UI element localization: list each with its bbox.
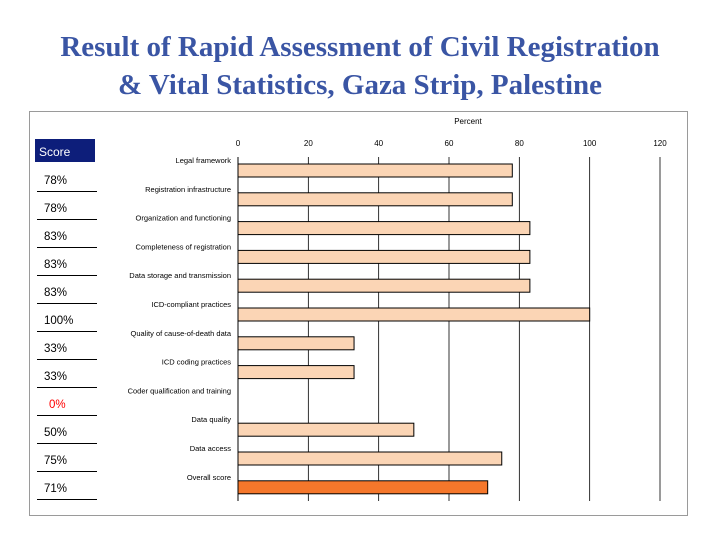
score-value-2: 78%: [37, 198, 97, 220]
score-value-10: 50%: [37, 422, 97, 444]
category-label-12: Overall score: [187, 473, 231, 482]
category-label-11: Data access: [190, 444, 232, 453]
x-tick-label-40: 40: [374, 139, 383, 148]
score-value-8: 33%: [37, 366, 97, 388]
category-label-9: Coder qualification and training: [128, 386, 231, 395]
score-value-1: 78%: [37, 170, 97, 192]
category-label-2: Registration infrastructure: [145, 185, 231, 194]
bar-8: [237, 365, 355, 380]
bar-12: [237, 480, 489, 495]
bar-4: [237, 249, 531, 264]
x-tick-label-80: 80: [515, 139, 524, 148]
bar-10: [237, 422, 415, 437]
category-label-3: Organization and functioning: [136, 214, 231, 223]
score-value-9: 0%: [37, 394, 97, 416]
category-label-7: Quality of cause-of-death data: [131, 329, 232, 338]
x-tick-label-0: 0: [236, 139, 241, 148]
bar-3: [237, 221, 531, 236]
bar-1: [237, 163, 513, 178]
category-label-8: ICD coding practices: [162, 358, 231, 367]
bar-6: [237, 307, 591, 322]
score-value-5: 83%: [37, 282, 97, 304]
slide-title-line-1: Result of Rapid Assessment of Civil Regi…: [60, 31, 660, 63]
category-label-1: Legal framework: [176, 156, 232, 165]
score-value-6: 100%: [37, 310, 97, 332]
score-value-4: 83%: [37, 254, 97, 276]
bar-11: [237, 451, 503, 466]
score-value-11: 75%: [37, 450, 97, 472]
score-column-header: Score: [35, 139, 95, 162]
x-axis-label: Percent: [454, 117, 482, 126]
x-tick-label-120: 120: [653, 139, 667, 148]
category-label-4: Completeness of registration: [136, 242, 231, 251]
slide-title: Result of Rapid Assessment of Civil Regi…: [0, 28, 720, 104]
category-label-10: Data quality: [191, 415, 231, 424]
category-label-6: ICD-compliant practices: [151, 300, 231, 309]
bar-5: [237, 278, 531, 293]
bar-2: [237, 192, 513, 207]
bar-7: [237, 336, 355, 351]
score-value-12: 71%: [37, 478, 97, 500]
x-tick-label-100: 100: [583, 139, 597, 148]
slide-title-line-2: & Vital Statistics, Gaza Strip, Palestin…: [117, 69, 603, 101]
x-tick-label-60: 60: [445, 139, 454, 148]
score-value-3: 83%: [37, 226, 97, 248]
category-label-5: Data storage and transmission: [129, 271, 231, 280]
score-value-7: 33%: [37, 338, 97, 360]
x-tick-label-20: 20: [304, 139, 313, 148]
